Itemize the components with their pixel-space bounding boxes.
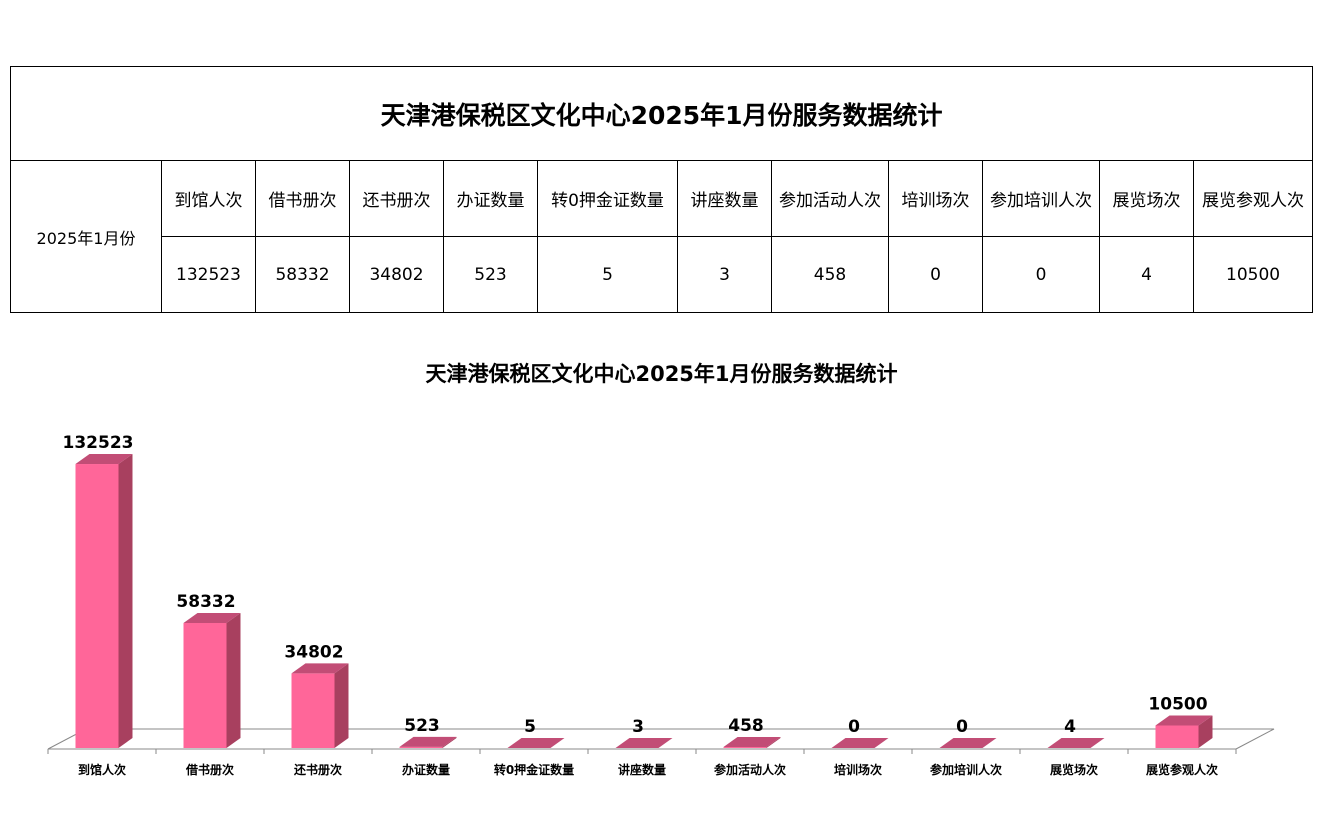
bar-top — [291, 663, 349, 674]
table-header-cell: 展览场次 — [1099, 160, 1194, 237]
table-value-cell: 523 — [443, 236, 538, 313]
table-value-cell: 4 — [1099, 236, 1194, 313]
bar-top — [1047, 737, 1105, 748]
data-label: 34802 — [284, 642, 343, 662]
bar-top — [1155, 715, 1213, 726]
month-cell: 2025年1月份 — [10, 160, 162, 313]
bar — [75, 464, 119, 748]
bar-top — [615, 737, 673, 748]
chart-title: 天津港保税区文化中心2025年1月份服务数据统计 — [425, 362, 898, 386]
chart-floor — [47, 728, 1275, 750]
data-label: 58332 — [176, 592, 235, 612]
table-value-cell: 5 — [537, 236, 678, 313]
bar-chart: 132523 到馆人次 58332 借书册次 34802 还书册次 523 办证数量 5 转0押金… — [47, 433, 1275, 777]
bar-top — [183, 613, 241, 624]
bar-side — [1090, 737, 1105, 748]
bar-side — [550, 737, 565, 748]
x-tick-label: 参加培训人次 — [930, 762, 1002, 777]
bar-top — [507, 737, 565, 748]
x-tick-label: 展览场次 — [1050, 762, 1098, 777]
table-value-cell: 458 — [771, 236, 889, 313]
data-label: 458 — [728, 716, 764, 736]
bar-side — [442, 736, 457, 748]
bar-top — [399, 736, 457, 747]
bar-side — [226, 613, 241, 748]
table-header-cell: 培训场次 — [888, 160, 983, 237]
table-value-cell: 10500 — [1192, 236, 1314, 313]
bar — [183, 623, 227, 748]
table-value-cell: 0 — [888, 236, 983, 313]
table-value-cell: 132523 — [161, 236, 256, 313]
bar-side — [658, 737, 673, 748]
table-title: 天津港保税区文化中心2025年1月份服务数据统计 — [9, 66, 1314, 161]
table-header-cell: 展览参观人次 — [1192, 160, 1314, 237]
data-label: 0 — [956, 717, 968, 737]
table-header-cell: 借书册次 — [255, 160, 350, 237]
table-header-cell: 参加活动人次 — [771, 160, 889, 237]
table-value-cell: 3 — [677, 236, 772, 313]
data-label: 4 — [1064, 717, 1076, 737]
data-label: 3 — [632, 717, 644, 737]
x-tick-label: 培训场次 — [834, 762, 882, 777]
x-tick-label: 参加活动人次 — [714, 762, 786, 777]
bar-top — [75, 454, 133, 465]
data-label: 523 — [404, 716, 440, 736]
data-label: 132523 — [63, 433, 134, 453]
table-header-cell: 还书册次 — [349, 160, 444, 237]
bar-top — [939, 738, 997, 748]
x-tick-label: 还书册次 — [293, 762, 342, 777]
x-tick-label: 展览参观人次 — [1146, 762, 1218, 777]
bar-top — [723, 737, 781, 748]
table-header-cell: 办证数量 — [443, 160, 538, 237]
bar-top — [831, 738, 889, 748]
table-header-cell: 到馆人次 — [161, 160, 256, 237]
bar-side — [766, 737, 781, 748]
x-tick-label: 办证数量 — [402, 762, 450, 777]
bar-side — [334, 663, 349, 748]
table-value-cell: 34802 — [349, 236, 444, 313]
bar — [1155, 725, 1199, 748]
table-value-cell: 58332 — [255, 236, 350, 313]
bar — [399, 746, 443, 748]
table-header-cell: 讲座数量 — [677, 160, 772, 237]
bar-side — [1198, 715, 1213, 748]
bar — [291, 673, 335, 748]
x-tick-label: 讲座数量 — [618, 762, 666, 777]
table-value-cell: 0 — [982, 236, 1100, 313]
table-header-row: 2025年1月份 到馆人次 借书册次 还书册次 办证数量 转0押金证数量 讲座数量 参加活动… — [10, 160, 1314, 313]
x-tick-label: 借书册次 — [185, 762, 234, 777]
bar — [723, 747, 767, 748]
data-label: 5 — [524, 717, 536, 737]
stats-table: 天津港保税区文化中心2025年1月份服务数据统计 2025年1月份 到馆人次 借书… — [9, 66, 1314, 313]
bar-side — [118, 454, 133, 748]
table-header-cell: 转0押金证数量 — [537, 160, 678, 237]
x-tick-label: 转0押金证数量 — [494, 762, 574, 777]
data-label: 10500 — [1148, 695, 1207, 715]
table-header-cell: 参加培训人次 — [982, 160, 1100, 237]
table-value-row: 132523 58332 34802 523 5 3 458 0 0 4 10500 — [11, 236, 1314, 313]
x-tick-label: 到馆人次 — [78, 762, 126, 777]
data-label: 0 — [848, 717, 860, 737]
